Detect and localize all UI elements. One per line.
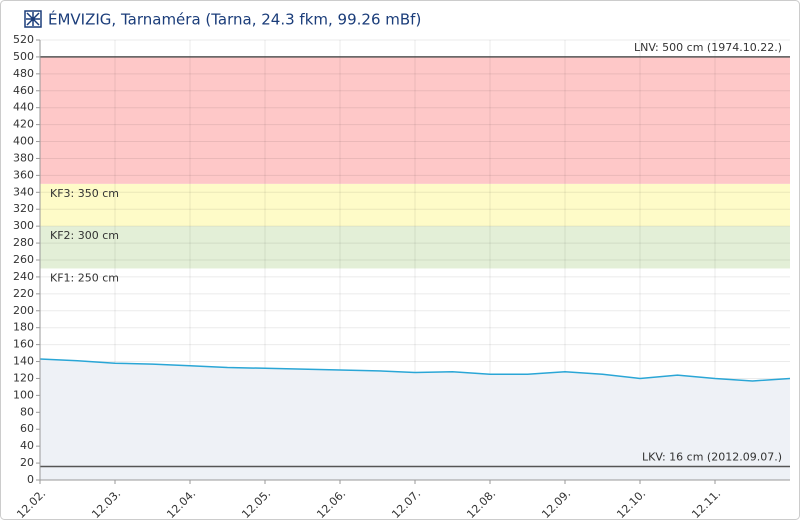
y-tick-label: 20	[20, 456, 34, 469]
y-tick-label: 100	[13, 388, 34, 401]
band-label: KF1: 250 cm	[50, 271, 119, 284]
y-tick-label: 420	[13, 118, 34, 131]
y-tick-label: 380	[13, 151, 34, 164]
y-tick-label: 200	[13, 304, 34, 317]
y-tick-label: 120	[13, 371, 34, 384]
threshold-band	[40, 183, 790, 227]
band-label: KF2: 300 cm	[50, 229, 119, 242]
line	[39, 358, 791, 382]
y-tick-label: 480	[13, 67, 34, 80]
y-tick-label: 60	[20, 422, 34, 435]
y-tick-label: 400	[13, 135, 34, 148]
y-tick-label: 240	[13, 270, 34, 283]
threshold-band	[40, 226, 790, 269]
y-tick-label: 220	[13, 287, 34, 300]
y-tick-label: 280	[13, 236, 34, 249]
y-tick-label: 440	[13, 101, 34, 114]
y-tick-label: 460	[13, 84, 34, 97]
y-tick-label: 80	[20, 405, 34, 418]
y-tick-label: 160	[13, 338, 34, 351]
y-tick-label: 40	[20, 439, 34, 452]
reference-label: LKV: 16 cm (2012.09.07.)	[642, 450, 782, 463]
y-tick-label: 140	[13, 355, 34, 368]
y-tick-label: 260	[13, 253, 34, 266]
reference-label: LNV: 500 cm (1974.10.22.)	[634, 41, 782, 54]
y-tick-label: 0	[27, 473, 34, 486]
threshold-band	[40, 56, 790, 184]
y-tick-label: 320	[13, 202, 34, 215]
band-label: KF3: 350 cm	[50, 187, 119, 200]
y-tick-label: 340	[13, 185, 34, 198]
y-tick-label: 520	[13, 33, 34, 46]
area	[40, 359, 790, 480]
y-tick-label: 300	[13, 219, 34, 232]
y-tick-label: 360	[13, 168, 34, 181]
y-tick-label: 180	[13, 321, 34, 334]
chart-title: ÉMVIZIG, Tarnaméra (Tarna, 24.3 fkm, 99.…	[48, 10, 421, 29]
y-tick-label: 500	[13, 50, 34, 63]
logo	[24, 10, 42, 28]
